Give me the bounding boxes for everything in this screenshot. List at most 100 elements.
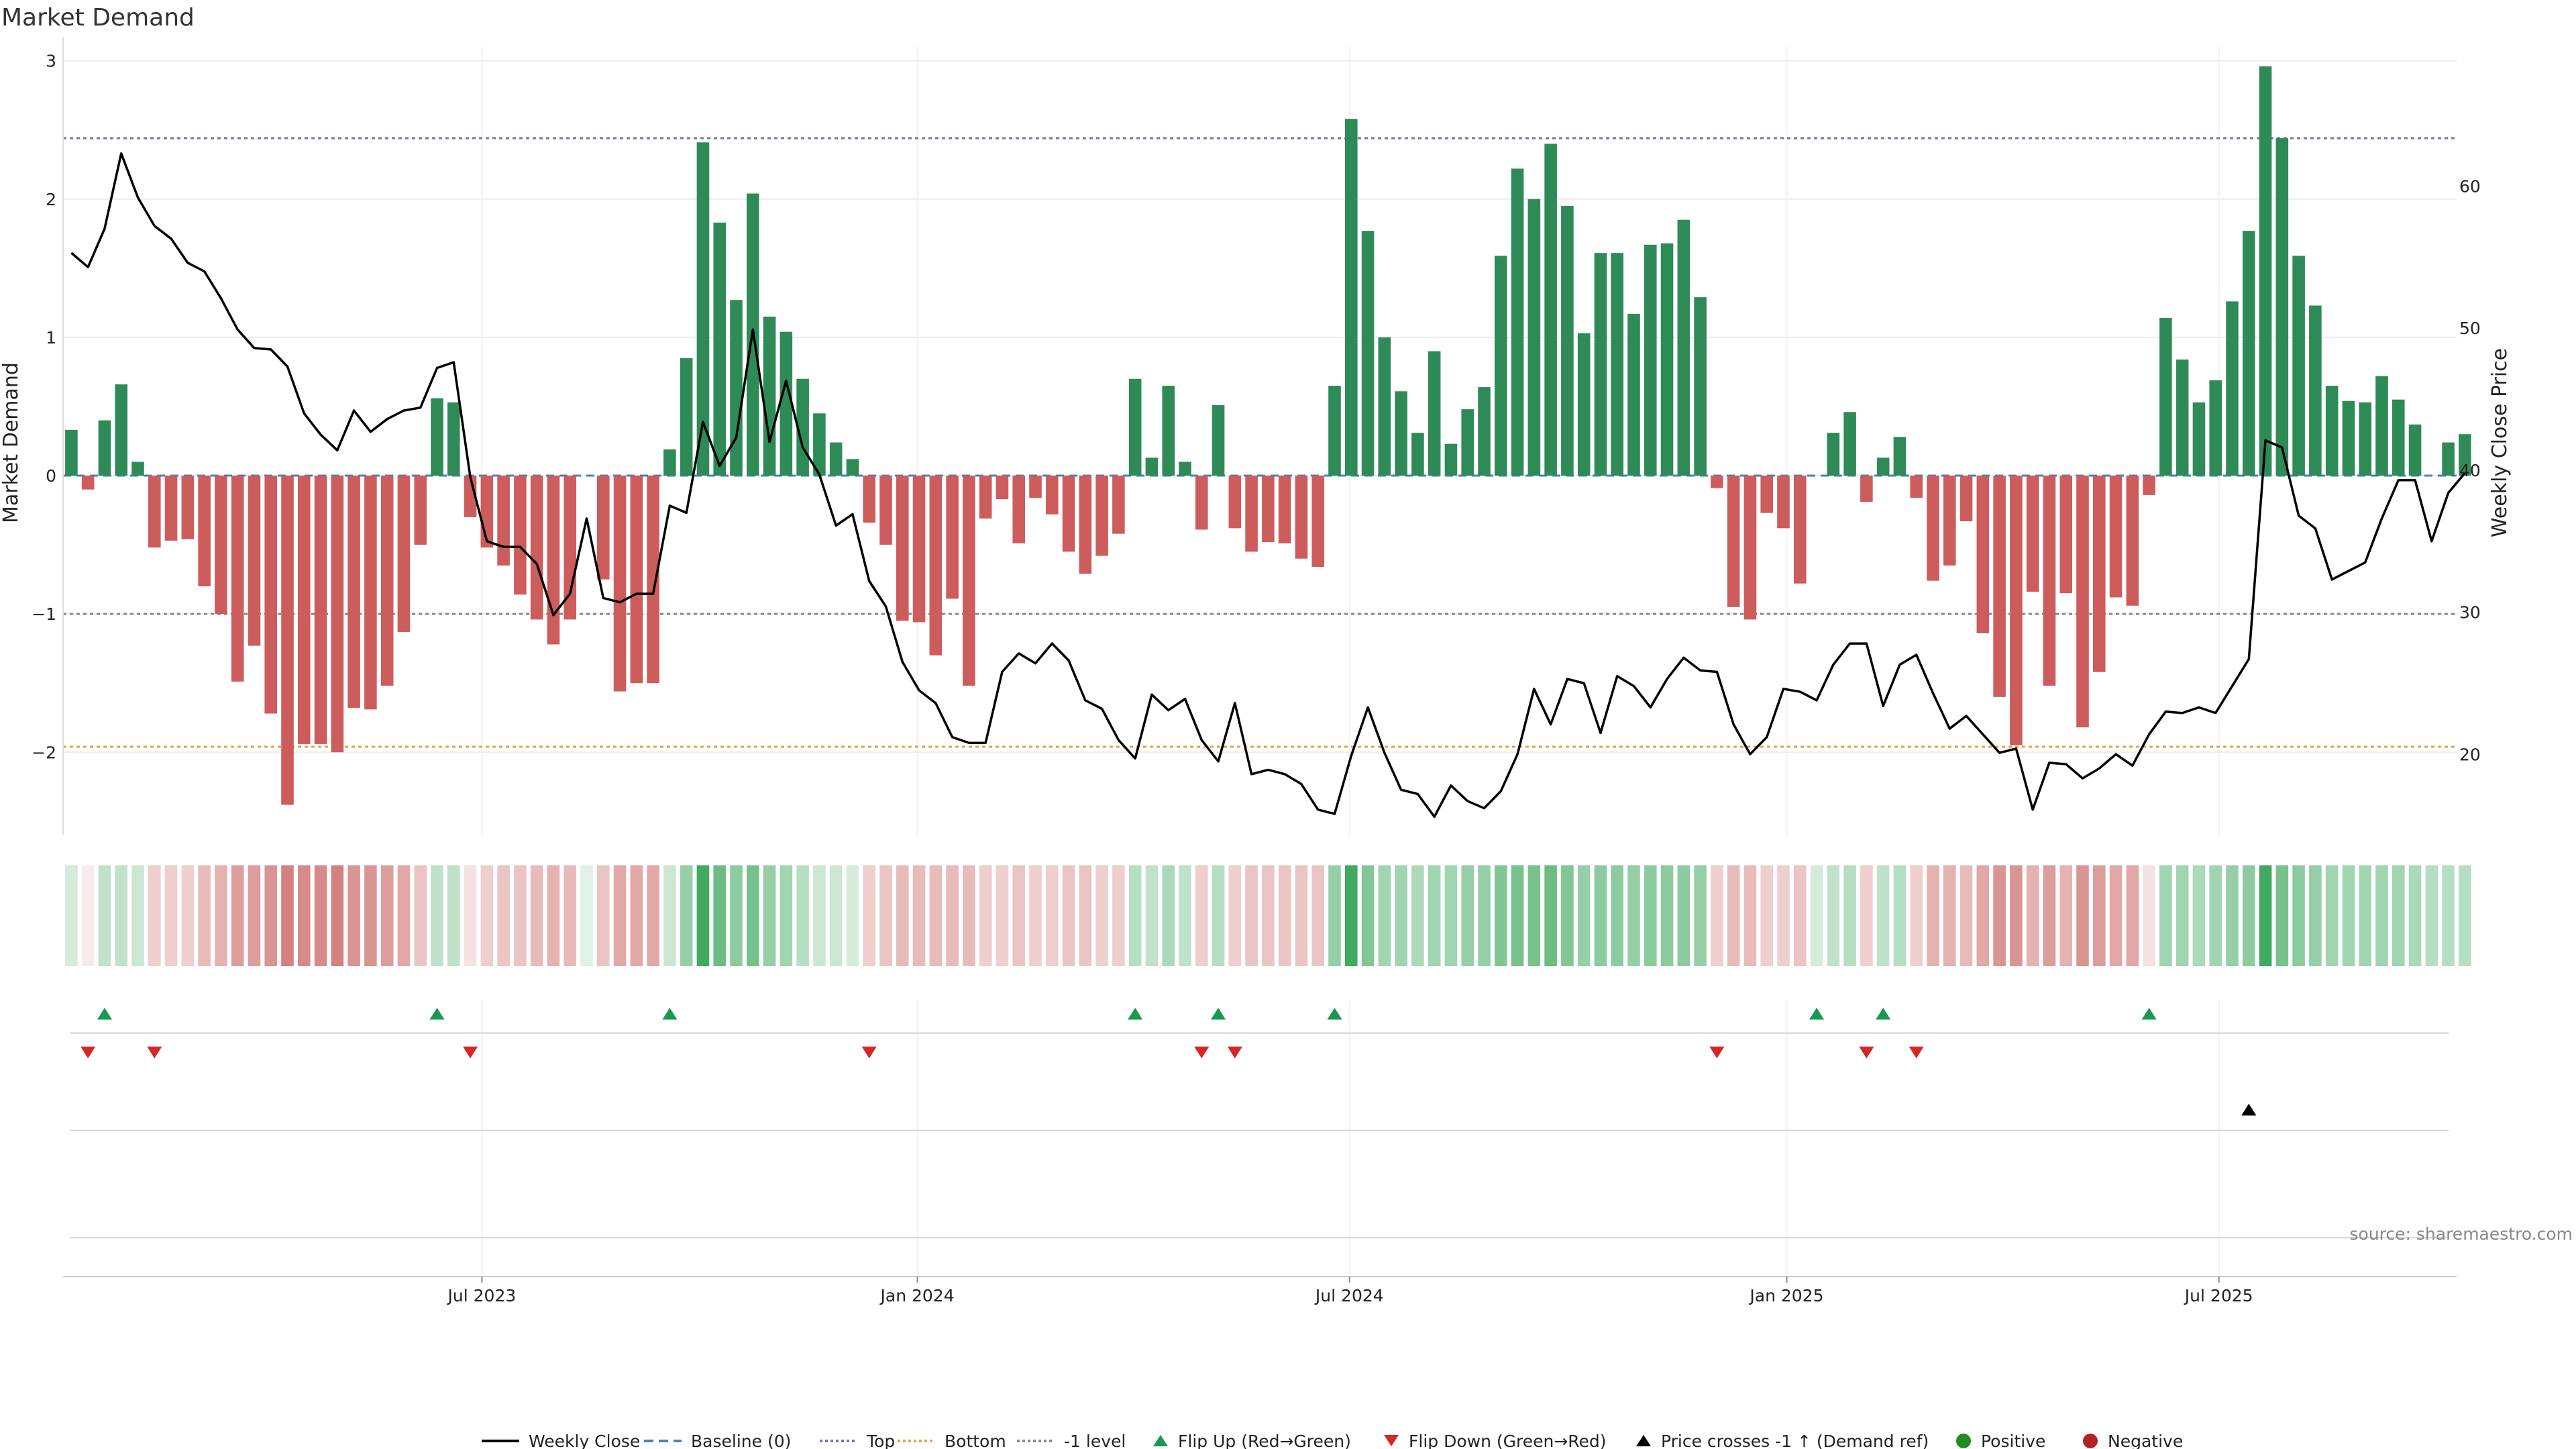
- negative-bar: [164, 476, 178, 541]
- legend-label: Baseline (0): [691, 1432, 791, 1449]
- heat-cell: [1943, 865, 1956, 966]
- flip-marker-panels: [70, 1008, 2449, 1238]
- positive-bar: [131, 462, 144, 476]
- negative-bar: [912, 476, 926, 623]
- left-tick-label: 2: [46, 190, 56, 209]
- negative-bar: [1295, 476, 1308, 559]
- negative-bar: [2143, 476, 2155, 495]
- heat-cell: [713, 865, 727, 966]
- chart-title: Market Demand: [1, 4, 195, 32]
- heat-cell: [1527, 865, 1541, 966]
- negative-bar: [264, 476, 278, 714]
- heat-cell: [2209, 865, 2222, 966]
- demand-heat-strip: [65, 865, 2471, 966]
- x-axis: Jul 2023 Jan 2024 Jul 2024 Jan 2025 Jul 2025: [63, 1276, 2457, 1305]
- heat-cell: [2325, 865, 2339, 966]
- positive-bar: [1893, 437, 1907, 476]
- positive-bar: [1627, 313, 1640, 476]
- heat-cell: [81, 865, 95, 966]
- positive-bar: [813, 413, 826, 476]
- heat-cell: [996, 865, 1009, 966]
- positive-bar: [1444, 443, 1458, 476]
- negative-bar: [281, 476, 294, 805]
- heat-cell: [414, 865, 427, 966]
- heat-cell: [2242, 865, 2255, 966]
- heat-cell: [2375, 865, 2388, 966]
- positive-bar: [680, 358, 693, 476]
- source-label: source: sharemaestro.com: [2350, 1224, 2573, 1244]
- positive-bar: [2176, 359, 2189, 476]
- flip-down-marker: [1909, 1046, 1924, 1059]
- negative-bar: [2076, 476, 2089, 728]
- negative-bar: [1743, 476, 1757, 620]
- heat-cell: [297, 865, 311, 966]
- heat-cell: [2126, 865, 2139, 966]
- x-tick-label: Jul 2023: [447, 1286, 517, 1305]
- heat-cell: [1677, 865, 1690, 966]
- heat-cell: [1594, 865, 1607, 966]
- legend-triangle-up-icon: [1636, 1435, 1651, 1446]
- positive-bar: [1843, 412, 1856, 476]
- flip-up-marker: [662, 1008, 678, 1020]
- positive-bar: [1212, 405, 1225, 476]
- heat-cell: [1128, 865, 1142, 966]
- negative-bar: [1079, 476, 1092, 574]
- negative-bar: [1760, 476, 1774, 513]
- negative-bar: [929, 476, 943, 656]
- heat-cell: [1860, 865, 1873, 966]
- heat-cell: [1494, 865, 1507, 966]
- positive-bar: [713, 222, 727, 476]
- flip-up-marker: [1327, 1008, 1342, 1020]
- negative-bar: [1012, 476, 1026, 544]
- right-tick-label: 20: [2459, 745, 2481, 764]
- negative-bar: [1910, 476, 1923, 498]
- heat-cell: [1727, 865, 1740, 966]
- legend-label: Weekly Close: [529, 1432, 640, 1449]
- heat-cell: [1145, 865, 1159, 966]
- positive-bar: [1128, 378, 1142, 476]
- negative-bar: [514, 476, 527, 595]
- heat-cell: [912, 865, 926, 966]
- heat-cell: [1743, 865, 1757, 966]
- positive-bar: [1344, 119, 1358, 476]
- negative-bar: [1777, 476, 1790, 529]
- reference-lines: [63, 137, 2457, 748]
- heat-cell: [946, 865, 959, 966]
- x-tick-label: Jan 2025: [1748, 1286, 1823, 1305]
- legend-item: Bottom: [898, 1432, 1006, 1449]
- negative-bar: [1960, 476, 1973, 522]
- heat-cell: [231, 865, 244, 966]
- flip-up-marker: [1876, 1008, 1891, 1020]
- heat-cell: [2259, 865, 2272, 966]
- heat-cell: [1328, 865, 1341, 966]
- heat-cell: [1045, 865, 1059, 966]
- positive-bar: [1494, 256, 1507, 476]
- positive-bar: [2375, 376, 2388, 476]
- positive-bar: [2275, 138, 2289, 476]
- positive-bar: [2292, 256, 2305, 476]
- heat-cell: [879, 865, 892, 966]
- negative-bar: [347, 476, 360, 708]
- heat-cell: [547, 865, 560, 966]
- legend-label: Positive: [1981, 1432, 2045, 1449]
- heat-cell: [1561, 865, 1574, 966]
- negative-bar: [547, 476, 560, 645]
- left-tick-label: 3: [46, 52, 56, 71]
- heat-cell: [730, 865, 743, 966]
- heat-cell: [2076, 865, 2089, 966]
- positive-bar: [1179, 462, 1191, 476]
- heat-cell: [2192, 865, 2206, 966]
- positive-bar: [1827, 433, 1840, 476]
- heat-cell: [1843, 865, 1856, 966]
- heat-cell: [2092, 865, 2106, 966]
- heat-cell: [2459, 865, 2471, 966]
- heat-cell: [514, 865, 527, 966]
- negative-bar: [879, 476, 892, 545]
- weekly-close-line: [70, 152, 2466, 818]
- heat-cell: [813, 865, 826, 966]
- positive-bar: [663, 449, 676, 476]
- heat-cell: [613, 865, 627, 966]
- heat-cell: [896, 865, 909, 966]
- positive-bar: [1461, 409, 1474, 476]
